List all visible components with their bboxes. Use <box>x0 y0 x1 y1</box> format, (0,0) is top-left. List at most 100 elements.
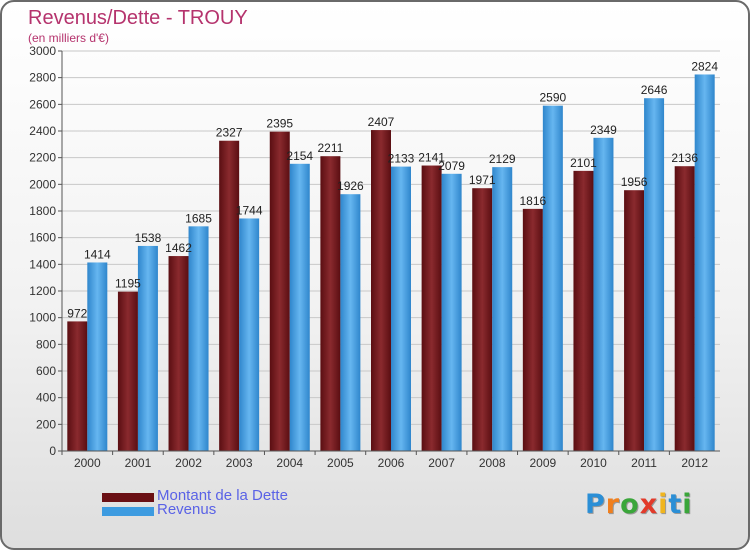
data-label-revenus-2003: 1744 <box>236 203 263 217</box>
bar-revenus-2012 <box>694 74 715 451</box>
data-label-debt-2012: 2136 <box>671 151 698 165</box>
bar-debt-2007 <box>421 165 442 452</box>
bar-debt-2010 <box>573 170 594 451</box>
bar-debt-2003 <box>219 140 240 451</box>
axis-layer: 0 200 400 600 800 1000 1200 1400 1600 1800 2000 220… <box>29 44 720 470</box>
bar-revenus-2006 <box>391 166 411 451</box>
data-label-revenus-2000: 1414 <box>84 247 111 261</box>
data-label-revenus-2007: 2079 <box>438 159 465 173</box>
legend-swatch-revenus <box>102 507 154 516</box>
logo-letter: x <box>639 489 659 520</box>
x-tick-label-2000: 2000 <box>74 456 101 470</box>
data-label-revenus-2002: 1685 <box>185 211 212 225</box>
x-tick-label-2003: 2003 <box>226 456 253 470</box>
chart-subtitle: (en milliers d'€) <box>28 31 109 45</box>
data-label-revenus-2005: 1926 <box>337 179 364 193</box>
bar-revenus-2008 <box>492 167 513 451</box>
x-tick-label-2002: 2002 <box>175 456 202 470</box>
bar-debt-2008 <box>472 188 493 451</box>
data-label-debt-2001: 1195 <box>115 277 141 291</box>
logo-letter: r <box>605 489 621 520</box>
x-tick-label-2012: 2012 <box>681 456 708 470</box>
bar-debt-2012 <box>674 166 695 451</box>
x-tick-label-2011: 2011 <box>631 456 657 470</box>
y-tick-label: 1600 <box>29 231 56 245</box>
y-tick-label: 1800 <box>29 204 56 218</box>
logo-letter: i <box>658 489 669 520</box>
bar-revenus-2011 <box>644 98 665 451</box>
y-tick-label: 2000 <box>29 177 56 191</box>
data-label-revenus-2009: 2590 <box>539 91 566 105</box>
data-label-debt-2004: 2395 <box>266 117 293 131</box>
y-tick-label: 2200 <box>29 151 56 165</box>
y-tick-label: 400 <box>36 391 56 405</box>
x-tick-label-2010: 2010 <box>580 456 607 470</box>
y-tick-label: 2400 <box>29 124 56 138</box>
data-label-debt-2007: 2141 <box>418 151 445 165</box>
bar-revenus-2000 <box>87 262 108 451</box>
bar-revenus-2003 <box>239 218 260 451</box>
x-tick-label-2009: 2009 <box>529 456 556 470</box>
data-label-revenus-2008: 2129 <box>489 152 516 166</box>
data-label-revenus-2001: 1538 <box>135 231 162 245</box>
x-tick-label-2005: 2005 <box>327 456 354 470</box>
x-tick-label-2006: 2006 <box>378 456 405 470</box>
bar-debt-2011 <box>624 190 645 451</box>
bar-debt-2009 <box>522 208 543 451</box>
data-label-debt-2009: 1816 <box>519 194 546 208</box>
bar-debt-2002 <box>168 256 189 451</box>
y-tick-label: 2800 <box>29 71 56 85</box>
x-tick-label-2007: 2007 <box>428 456 455 470</box>
data-label-debt-2010: 2101 <box>570 156 597 170</box>
bar-layer <box>67 74 715 452</box>
bar-debt-2006 <box>371 130 391 452</box>
y-tick-label: 2600 <box>29 97 56 111</box>
data-label-debt-2011: 1956 <box>621 175 648 189</box>
data-label-debt-2000: 972 <box>67 306 87 320</box>
y-tick-label: 0 <box>49 444 56 458</box>
bar-debt-2004 <box>269 131 290 451</box>
data-label-revenus-2004: 2154 <box>286 149 313 163</box>
y-tick-label: 1200 <box>29 284 56 298</box>
data-label-debt-2003: 2327 <box>216 126 243 140</box>
legend-label-revenus: Revenus <box>157 501 217 518</box>
logo-letter: t <box>668 489 683 520</box>
bar-revenus-2005 <box>340 194 361 451</box>
data-label-revenus-2011: 2646 <box>641 83 668 97</box>
logo-letter: P <box>585 489 606 520</box>
data-label-revenus-2010: 2349 <box>590 123 617 137</box>
x-tick-label-2001: 2001 <box>125 456 152 470</box>
y-tick-label: 800 <box>36 337 56 351</box>
data-label-debt-2005: 2211 <box>317 141 343 155</box>
x-tick-label-2004: 2004 <box>276 456 303 470</box>
x-tick-label-2008: 2008 <box>479 456 506 470</box>
bar-debt-2001 <box>117 291 138 451</box>
chart-title: Revenus/Dette - TROUY <box>28 7 248 29</box>
legend-swatch-debt <box>102 493 154 502</box>
bar-revenus-2007 <box>441 173 462 452</box>
data-label-revenus-2012: 2824 <box>691 59 718 73</box>
bar-revenus-2009 <box>542 105 563 452</box>
y-tick-label: 3000 <box>29 44 56 58</box>
logo-letter: o <box>620 489 640 520</box>
legend-label-debt: Montant de la Dette <box>157 487 288 504</box>
bar-revenus-2004 <box>289 163 310 452</box>
y-tick-label: 200 <box>36 417 56 431</box>
bar-revenus-2002 <box>188 226 209 451</box>
logo-letter: i <box>682 489 693 520</box>
bar-revenus-2001 <box>137 245 158 451</box>
proxiti-logo: Proxiti <box>585 489 693 520</box>
data-label-revenus-2006: 2133 <box>388 152 415 166</box>
bar-debt-2005 <box>320 156 341 451</box>
bar-revenus-2010 <box>593 137 614 452</box>
data-label-debt-2002: 1462 <box>165 241 192 255</box>
y-tick-label: 1400 <box>29 257 56 271</box>
data-label-debt-2006: 2407 <box>368 115 395 129</box>
y-tick-label: 600 <box>36 364 56 378</box>
bar-debt-2000 <box>67 321 88 451</box>
y-tick-label: 1000 <box>29 311 56 325</box>
data-label-debt-2008: 1971 <box>469 173 496 187</box>
